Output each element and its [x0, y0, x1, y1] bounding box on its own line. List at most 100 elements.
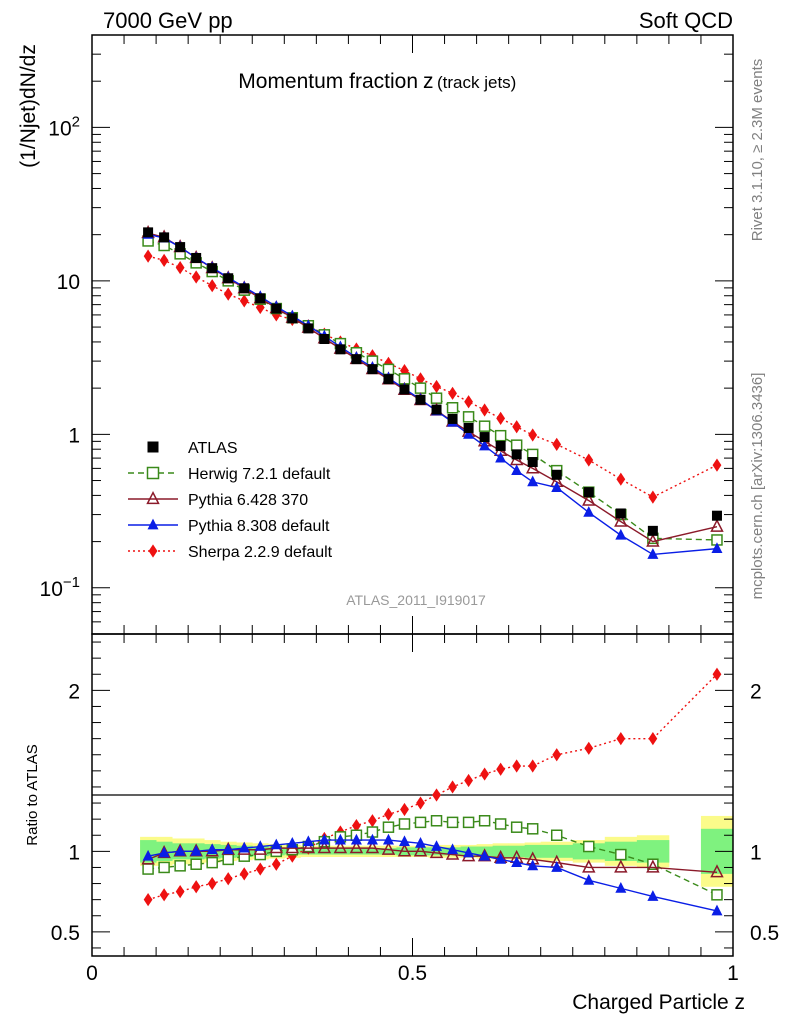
data-point-pythia8 — [583, 506, 595, 517]
data-point-atlas — [175, 242, 186, 253]
ratio-point-pythia8 — [479, 849, 491, 861]
uncertainty-band-inner — [332, 848, 349, 855]
ratio-point-sherpa — [712, 667, 722, 681]
data-point-atlas — [191, 252, 202, 263]
data-point-atlas — [319, 334, 330, 345]
data-point-atlas — [415, 394, 426, 405]
ratio-y-tick-label-left: 1 — [68, 841, 80, 864]
data-point-pythia6 — [710, 518, 724, 532]
data-point-sherpa — [648, 490, 658, 504]
data-point-atlas — [647, 525, 658, 536]
ratio-panel: Ratio to ATLAS Charged Particle z 0.5 0.5… — [24, 633, 779, 1014]
data-point-sherpa — [552, 437, 562, 451]
ratio-point-sherpa — [207, 876, 217, 891]
header-right: Soft QCD — [639, 8, 733, 33]
data-point-atlas — [335, 344, 346, 355]
ratio-point-pythia6 — [397, 843, 412, 857]
uncertainty-band-inner — [364, 848, 381, 855]
ratio-point-sherpa — [528, 759, 538, 773]
ratio-point-herwig — [414, 816, 427, 829]
ratio-point-pythia8 — [583, 874, 595, 885]
ratio-point-pythia6 — [646, 859, 660, 873]
ratio-point-sherpa — [480, 767, 490, 781]
legend-marker-pythia6 — [146, 491, 160, 505]
data-point-pythia8 — [479, 439, 491, 451]
ratio-point-pythia8 — [711, 904, 723, 916]
uncertainty-band-inner — [428, 847, 445, 856]
data-point-atlas — [239, 283, 250, 294]
x-tick-label: 1 — [727, 962, 739, 985]
ratio-point-pythia8 — [158, 846, 170, 858]
series-line-sherpa — [147, 255, 718, 498]
ratio-point-sherpa — [223, 872, 233, 886]
ratio-point-sherpa — [464, 773, 473, 788]
ratio-point-pythia6 — [301, 840, 316, 854]
ratio-point-pythia8 — [286, 836, 298, 848]
main-series — [141, 225, 724, 559]
x-tick-label: 0.5 — [398, 962, 427, 985]
y-tick-exponent: −1 — [63, 574, 80, 591]
legend: ATLAS Herwig 7.2.1 default Pythia 6.428 37… — [128, 440, 333, 561]
ratio-point-herwig — [526, 823, 539, 835]
y-axis-label: (1/Njet)dN/dz — [17, 44, 40, 168]
ratio-point-pythia6 — [349, 840, 364, 854]
uncertainty-band-inner — [524, 844, 542, 858]
ratio-point-pythia8 — [222, 843, 234, 855]
data-point-sherpa — [528, 428, 538, 442]
ratio-point-sherpa — [239, 867, 249, 881]
ratio-point-pythia8 — [142, 849, 154, 861]
ratio-point-pythia8 — [174, 845, 186, 856]
ratio-point-sherpa — [191, 880, 201, 894]
data-point-atlas — [431, 404, 442, 415]
ratio-point-pythia8 — [431, 840, 443, 851]
data-point-herwig — [430, 392, 443, 404]
ratio-point-herwig — [711, 889, 723, 901]
data-point-herwig — [462, 411, 475, 423]
data-point-atlas — [143, 227, 154, 238]
data-point-atlas — [383, 374, 394, 385]
ratio-point-herwig — [446, 816, 459, 829]
ratio-series-sherpa — [143, 667, 722, 907]
data-point-pythia6 — [614, 513, 628, 527]
y-tick-base: 10 — [40, 578, 63, 601]
x-axis-label: Charged Particle z — [572, 991, 745, 1014]
ratio-point-pythia8 — [463, 846, 475, 858]
ratio-point-sherpa — [552, 748, 562, 762]
ratio-series-pythia8 — [142, 833, 723, 916]
data-point-sherpa — [207, 279, 217, 293]
ratio-point-pythia6 — [365, 840, 380, 854]
ratio-point-pythia8 — [270, 838, 282, 850]
ratio-point-herwig — [430, 815, 443, 827]
data-point-pythia8 — [551, 481, 563, 492]
data-point-atlas — [159, 232, 170, 243]
ratio-y-tick-label-right: 1 — [750, 841, 762, 864]
data-point-pythia8 — [511, 464, 523, 476]
y-tick-base: 1 — [68, 424, 80, 447]
ratio-y-axis-label: Ratio to ATLAS — [24, 744, 41, 845]
legend-marker-herwig — [146, 466, 160, 480]
ratio-point-sherpa — [496, 762, 506, 776]
data-point-atlas — [351, 354, 362, 365]
data-point-atlas — [463, 422, 474, 433]
ratio-point-herwig — [583, 840, 595, 853]
ratio-point-sherpa — [159, 888, 169, 902]
y-tick-label: 10 — [57, 271, 80, 294]
data-point-herwig — [478, 420, 491, 432]
ratio-y-tick-label-right: 0.5 — [750, 922, 779, 945]
main-panel: Momentum fraction z (track jets) (1/Njet… — [17, 34, 734, 635]
data-point-herwig — [414, 382, 427, 394]
ratio-point-herwig — [550, 829, 563, 841]
series-sherpa — [143, 249, 722, 504]
uncertainty-band-inner — [348, 848, 365, 855]
ratio-point-sherpa — [584, 741, 594, 755]
ratio-point-sherpa — [384, 807, 393, 821]
ratio-point-sherpa — [368, 814, 377, 828]
ratio-point-pythia6 — [317, 840, 332, 854]
ratio-point-pythia6 — [381, 841, 396, 855]
data-point-atlas — [495, 440, 506, 451]
ratio-point-pythia8 — [615, 882, 627, 893]
data-point-atlas — [367, 364, 378, 375]
data-point-atlas — [711, 510, 722, 521]
watermark-label: ATLAS_2011_I919017 — [346, 592, 486, 608]
rivet-version-label: Rivet 3.1.10, ≥ 2.3M events — [749, 59, 766, 242]
